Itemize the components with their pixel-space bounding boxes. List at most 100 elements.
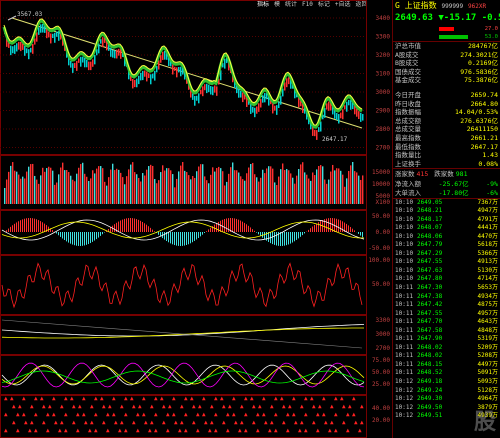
macd-bar	[354, 230, 355, 232]
signal-marker: ▲	[76, 411, 80, 418]
signal-marker: ▲	[286, 411, 290, 418]
candle	[256, 106, 258, 114]
kline-chart-area[interactable]: 3400 3300 3200 3100 3000 2900 2800 2700 15000 100…	[0, 0, 392, 438]
signal-marker: ▲	[142, 411, 146, 418]
strength-bar-red: 27.0	[393, 25, 500, 33]
candle	[120, 49, 122, 59]
signal-marker: ▲	[334, 427, 338, 434]
volume-bar	[38, 183, 40, 204]
menu-item-5[interactable]: +自选	[334, 1, 351, 8]
signal-marker: ▲	[318, 403, 322, 410]
signal-marker: ▲	[70, 395, 74, 402]
volume-bar	[112, 163, 114, 204]
tick-row: 10:10 2649.05 7367万	[393, 199, 500, 208]
macd-bar	[110, 227, 111, 232]
volume-bar	[288, 170, 290, 204]
candle	[274, 105, 276, 111]
tick-list[interactable]: 10:10 2649.05 7367万 10:10 2648.21 4947万 10:10 2…	[393, 199, 500, 421]
tick-price: 2647.38	[417, 292, 443, 300]
signal-marker: ▲	[196, 427, 200, 434]
menu-item-4[interactable]: 标记	[317, 1, 330, 8]
macd-bar	[84, 232, 85, 246]
macd-bar	[146, 224, 147, 232]
price-axis-label: 3200	[376, 52, 391, 59]
candle	[54, 32, 56, 43]
volume-bar	[228, 173, 230, 204]
macd-bar	[320, 221, 321, 232]
volume-bar	[302, 162, 304, 204]
candle	[272, 103, 274, 114]
signal-marker: ▲	[90, 419, 94, 426]
macd-bar	[332, 218, 333, 232]
down-arrow-icon: ▼	[438, 13, 444, 23]
candle	[144, 70, 146, 77]
volume-bar	[6, 179, 8, 204]
macd-bar	[126, 218, 127, 232]
tick-volume: 4470万	[477, 232, 498, 240]
macd-bar	[118, 221, 119, 232]
candle	[88, 61, 90, 71]
tick-row: 10:12 2649.51 4939万	[393, 412, 500, 421]
candle	[332, 106, 334, 115]
macd-bar	[266, 232, 267, 241]
signal-marker: ▲	[264, 419, 268, 426]
tick-price: 2648.07	[417, 224, 443, 232]
tick-time: 10:10	[395, 249, 414, 257]
candle	[84, 57, 86, 68]
signal-marker: ▲	[154, 427, 158, 434]
macd-bar	[80, 232, 81, 246]
signal-marker: ▲	[58, 427, 62, 434]
candle	[210, 86, 212, 95]
tick-volume: 4964万	[477, 395, 498, 403]
chart-canvas[interactable]: 3400 3300 3200 3100 3000 2900 2800 2700 15000 100…	[0, 0, 392, 438]
tick-row: 10:11 2647.58 4848万	[393, 327, 500, 336]
candle	[112, 49, 114, 58]
stat-value: 276.6376亿	[460, 116, 498, 125]
signal-marker: ▲	[240, 419, 244, 426]
candle	[324, 107, 326, 118]
candle	[58, 31, 60, 41]
menu-item-6[interactable]: 返回	[355, 1, 368, 8]
green-strength-value: 53.0	[484, 34, 498, 40]
signal-marker: ▲	[238, 427, 242, 434]
candle	[290, 79, 292, 89]
macd-bar	[284, 232, 285, 246]
candle	[212, 86, 214, 96]
volume-bar	[24, 178, 26, 204]
signal-marker: ▲	[136, 411, 140, 418]
volume-bar	[314, 175, 316, 204]
candle	[12, 46, 14, 54]
signal-marker: ▲	[82, 411, 86, 418]
volume-bar	[36, 179, 38, 204]
volume-bar	[340, 170, 342, 204]
tick-price: 2647.29	[417, 249, 443, 257]
tick-time: 10:11	[395, 326, 414, 334]
candle	[74, 62, 76, 69]
tick-price: 2649.18	[417, 377, 443, 385]
signal-marker: ▲	[4, 395, 8, 402]
top-menu-bar: 指标模统计 F10 标记 +自选 返回	[256, 0, 500, 10]
signal-marker: ▲	[232, 395, 236, 402]
tick-volume: 4848万	[477, 326, 498, 334]
macd-bar	[200, 232, 201, 237]
flow-value: -25.67亿	[438, 180, 469, 189]
volume-bar	[264, 173, 266, 204]
tick-price: 2647.80	[417, 275, 443, 283]
macd-bar	[64, 232, 65, 241]
menu-item-1[interactable]: 模	[274, 1, 281, 8]
candle	[16, 43, 18, 52]
stat-row: 今日开盘 2659.74	[393, 91, 500, 100]
volume-bar	[184, 170, 186, 204]
stat-row: 总成交量 26411150	[393, 125, 500, 134]
menu-item-2[interactable]: 统计	[285, 1, 298, 8]
volume-bar	[4, 188, 6, 204]
signal-marker: ▲	[288, 403, 292, 410]
signal-marker: ▲	[180, 403, 184, 410]
signal-marker: ▲	[64, 395, 68, 402]
menu-item-3[interactable]: F10	[302, 1, 313, 8]
trend-band	[2, 19, 363, 129]
tick-price: 2647.42	[417, 301, 443, 309]
signal-marker: ▲	[202, 411, 206, 418]
candle	[50, 33, 52, 44]
menu-item-0[interactable]: 指标	[257, 1, 270, 8]
